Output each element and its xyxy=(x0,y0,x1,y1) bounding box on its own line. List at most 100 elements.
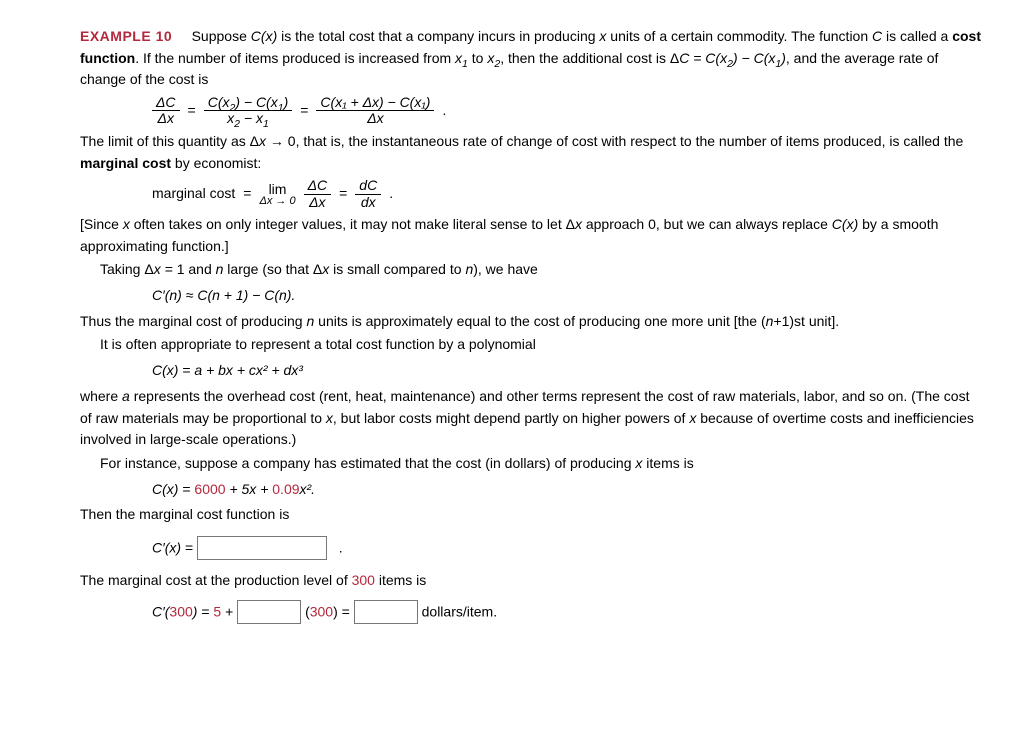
lhs: C′(n) xyxy=(152,287,182,303)
math-var: a xyxy=(122,388,130,404)
equals: = xyxy=(182,481,194,497)
paragraph-for-instance: For instance, suppose a company has esti… xyxy=(80,453,984,475)
text: It is often appropriate to represent a t… xyxy=(100,336,536,352)
equals: = xyxy=(243,183,251,205)
math-var: x = 1 xyxy=(154,261,185,277)
level-value: 300 xyxy=(310,603,333,619)
equals: = xyxy=(182,362,194,378)
text: Suppose xyxy=(192,28,251,44)
text: items is xyxy=(375,572,426,588)
answer-result-input[interactable] xyxy=(354,600,418,624)
approx: ≈ xyxy=(186,287,198,303)
equation-cprime-300: C′(300) = 5 + (300) = dollars/item. xyxy=(152,600,984,624)
text: The limit of this quantity as Δ xyxy=(80,133,259,149)
text: Taking Δ xyxy=(100,261,154,277)
equation-polynomial: C(x) = a + bx + cx² + dx³ xyxy=(152,360,984,382)
text: x². xyxy=(300,481,316,497)
fraction: ΔC Δx xyxy=(304,178,332,210)
five: 5 xyxy=(213,603,221,619)
term-marginal-cost: marginal cost xyxy=(80,155,171,171)
lhs: ) xyxy=(193,603,198,619)
level-value: 300 xyxy=(352,572,375,588)
math-var: x xyxy=(123,216,130,232)
paragraph-taking: Taking Δx = 1 and n large (so that Δx is… xyxy=(80,259,984,281)
math-var: x → 0 xyxy=(259,133,296,149)
paragraph-intro: EXAMPLE 10 Suppose C(x) is the total cos… xyxy=(80,26,984,91)
equation-marginal-cost: marginal cost = lim Δx → 0 ΔC Δx = dC dx… xyxy=(152,178,984,210)
label: marginal cost xyxy=(152,183,235,205)
paragraph-thus: Thus the marginal cost of producing n un… xyxy=(80,311,984,333)
rhs: C(n + 1) − C(n). xyxy=(197,287,295,303)
period: . xyxy=(331,539,343,555)
equation-cprime-x: C′(x) = . xyxy=(152,536,984,560)
coeff-a: 6000 xyxy=(194,481,225,497)
math-var: x1 xyxy=(455,50,468,66)
paragraph-limit: The limit of this quantity as Δx → 0, th… xyxy=(80,131,984,174)
text: approach 0, but we can always replace xyxy=(582,216,832,232)
equation-cost-numeric: C(x) = 6000 + 5x + 0.09x². xyxy=(152,479,984,501)
answer-cprime-x-input[interactable] xyxy=(197,536,327,560)
rhs: a + bx + cx² + dx³ xyxy=(194,362,303,378)
math-var: C(x) xyxy=(251,28,277,44)
equals: = xyxy=(300,100,308,122)
text: by economist: xyxy=(171,155,261,171)
text: [Since xyxy=(80,216,123,232)
fraction: C(x₁ + Δx) − C(x₁) Δx xyxy=(316,95,434,127)
paragraph-at-level: The marginal cost at the production leve… xyxy=(80,570,984,592)
text: , that is, the instantaneous rate of cha… xyxy=(296,133,964,149)
units: dollars/item. xyxy=(422,603,497,619)
text: items is xyxy=(642,455,693,471)
math-var: C xyxy=(872,28,882,44)
equals: = xyxy=(339,183,347,205)
text: to xyxy=(468,50,487,66)
lhs: C(x) xyxy=(152,481,178,497)
equation-avg-rate: ΔC Δx = C(x2) − C(x1) x2 − x1 = C(x₁ + Δ… xyxy=(152,95,984,127)
math-var: x xyxy=(575,216,582,232)
text: Thus the marginal cost of producing xyxy=(80,313,306,329)
text: , then the additional cost is Δ xyxy=(500,50,679,66)
lhs: C′( xyxy=(152,603,169,619)
text: is the total cost that a company incurs … xyxy=(277,28,599,44)
text: ), we have xyxy=(473,261,538,277)
math-var: C = C(x2) − C(x1) xyxy=(679,50,786,66)
text: units is approximately equal to the cost… xyxy=(314,313,765,329)
lhs: C(x) xyxy=(152,362,178,378)
example-label: EXAMPLE 10 xyxy=(80,28,172,44)
text: +1)st unit]. xyxy=(773,313,839,329)
text: For instance, suppose a company has esti… xyxy=(100,455,635,471)
text: is small compared to xyxy=(329,261,465,277)
equals: = xyxy=(188,100,196,122)
period: . xyxy=(442,100,446,122)
coeff-c: 0.09 xyxy=(272,481,299,497)
lhs: C′(x) xyxy=(152,539,181,555)
math-var: x xyxy=(326,410,333,426)
answer-coef-input[interactable] xyxy=(237,600,301,624)
text: + 5x + xyxy=(226,481,273,497)
equation-cprime-n: C′(n) ≈ C(n + 1) − C(n). xyxy=(152,285,984,307)
fraction: ΔC Δx xyxy=(152,95,180,127)
fraction: C(x2) − C(x1) x2 − x1 xyxy=(204,95,293,127)
text: . If the number of items produced is inc… xyxy=(135,50,455,66)
text: , but labor costs might depend partly on… xyxy=(333,410,689,426)
text: The marginal cost at the production leve… xyxy=(80,572,352,588)
paragraph-where: where a represents the overhead cost (re… xyxy=(80,386,984,451)
plus: + xyxy=(225,603,237,619)
text: often takes on only integer values, it m… xyxy=(130,216,575,232)
math-var: C(x) xyxy=(832,216,858,232)
text: is called a xyxy=(882,28,952,44)
text: and xyxy=(184,261,215,277)
equals: = xyxy=(342,603,354,619)
math-var: x2 xyxy=(487,50,500,66)
fraction: dC dx xyxy=(355,178,381,210)
paragraph-then: Then the marginal cost function is xyxy=(80,504,984,526)
equals: = xyxy=(201,603,213,619)
paragraph-since: [Since x often takes on only integer val… xyxy=(80,214,984,257)
text: where xyxy=(80,388,122,404)
text: Then the marginal cost function is xyxy=(80,506,289,522)
level-value: 300 xyxy=(169,603,192,619)
limit: lim Δx → 0 xyxy=(259,182,295,207)
text: units of a certain commodity. The functi… xyxy=(606,28,872,44)
text: large (so that Δ xyxy=(223,261,322,277)
equals: = xyxy=(185,539,197,555)
period: . xyxy=(389,183,393,205)
